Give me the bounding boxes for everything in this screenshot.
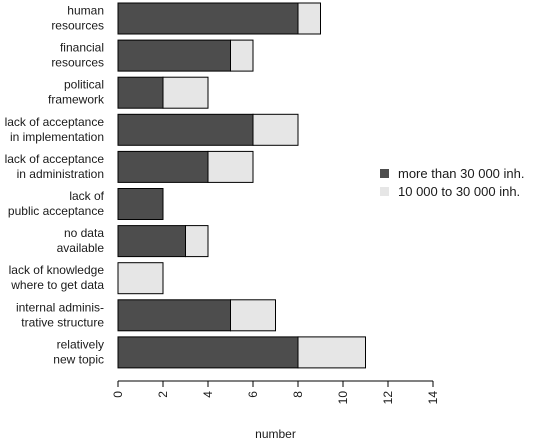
- bar-small-towns-3: [252, 113, 299, 146]
- category-label-3: lack of acceptance in implementation: [5, 115, 105, 144]
- bar-large-towns-6: [117, 225, 186, 258]
- bar-small-towns-7: [117, 262, 164, 295]
- legend-swatch-1: [380, 187, 389, 196]
- x-tick-label-6: 6: [246, 391, 260, 398]
- bar-small-towns-0: [297, 2, 321, 35]
- bar-large-towns-9: [117, 336, 299, 369]
- bar-large-towns-2: [117, 76, 164, 109]
- category-label-4: lack of acceptance in administration: [5, 152, 105, 181]
- category-labels: human resources financial resources politica…: [5, 4, 105, 367]
- category-label-6: no data available: [57, 226, 105, 255]
- bar-large-towns-3: [117, 113, 254, 146]
- bar-small-towns-8: [230, 299, 276, 332]
- category-label-5: lack of public acceptance: [8, 189, 105, 218]
- x-tick-label-0: 0: [111, 391, 125, 398]
- bar-large-towns-1: [117, 39, 231, 72]
- category-label-8: internal adminis-trative structure: [16, 300, 104, 329]
- bar-small-towns-2: [162, 76, 209, 109]
- x-axis-title: number: [255, 427, 296, 441]
- category-label-0: human resources: [51, 4, 104, 33]
- x-axis: 0 2 4 6 8 10 12 14: [111, 380, 440, 405]
- category-label-2: political framework: [48, 78, 105, 107]
- bar-large-towns-4: [117, 150, 209, 183]
- x-tick-label-10: 10: [336, 391, 350, 405]
- x-tick-label-12: 12: [381, 391, 395, 405]
- bar-large-towns-8: [117, 299, 231, 332]
- category-label-7: lack of knowledge where to get data: [9, 263, 105, 292]
- legend-swatch-0: [380, 169, 389, 178]
- bar-small-towns-1: [230, 39, 254, 72]
- legend: more than 30 000 inh. 10 000 to 30 000 in…: [380, 166, 524, 199]
- x-tick-label-14: 14: [426, 391, 440, 405]
- x-tick-label-4: 4: [201, 391, 215, 398]
- bar-large-towns-0: [117, 2, 299, 35]
- legend-label-0: more than 30 000 inh.: [398, 166, 524, 181]
- bar-small-towns-6: [185, 225, 209, 258]
- category-label-9: relatively new topic: [53, 337, 104, 366]
- legend-label-1: 10 000 to 30 000 inh.: [398, 184, 520, 199]
- category-label-1: financial resources: [51, 41, 104, 70]
- bar-small-towns-4: [207, 150, 254, 183]
- bar-small-towns-9: [297, 336, 366, 369]
- x-tick-label-2: 2: [156, 391, 170, 398]
- bar-large-towns-5: [117, 188, 164, 220]
- x-tick-label-8: 8: [291, 391, 305, 398]
- bars-group: [117, 2, 366, 369]
